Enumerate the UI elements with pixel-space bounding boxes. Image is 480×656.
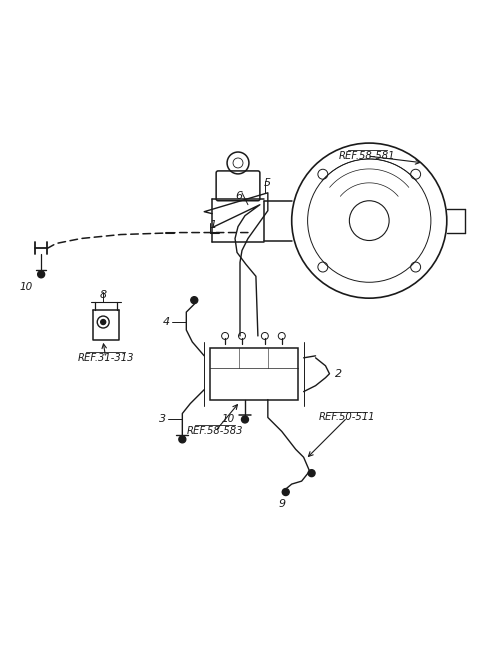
- Circle shape: [37, 271, 45, 277]
- Text: 1: 1: [210, 220, 216, 230]
- Text: 10: 10: [222, 415, 235, 424]
- Text: 3: 3: [159, 415, 167, 424]
- Text: REF.58-581: REF.58-581: [339, 151, 396, 161]
- Text: 10: 10: [20, 282, 33, 293]
- Text: 8: 8: [100, 290, 107, 300]
- Text: 6: 6: [236, 191, 242, 201]
- Circle shape: [241, 416, 249, 423]
- Text: REF.58-583: REF.58-583: [187, 426, 243, 436]
- Text: 2: 2: [336, 369, 343, 379]
- Circle shape: [308, 470, 315, 477]
- Text: 4: 4: [163, 317, 170, 327]
- Text: REF.31-313: REF.31-313: [78, 353, 134, 363]
- Circle shape: [282, 489, 289, 495]
- Circle shape: [179, 436, 186, 443]
- Circle shape: [191, 297, 198, 304]
- Text: 5: 5: [264, 178, 270, 188]
- Text: 9: 9: [278, 499, 285, 509]
- Circle shape: [101, 319, 106, 325]
- Text: REF.50-511: REF.50-511: [319, 413, 376, 422]
- Bar: [210, 348, 298, 400]
